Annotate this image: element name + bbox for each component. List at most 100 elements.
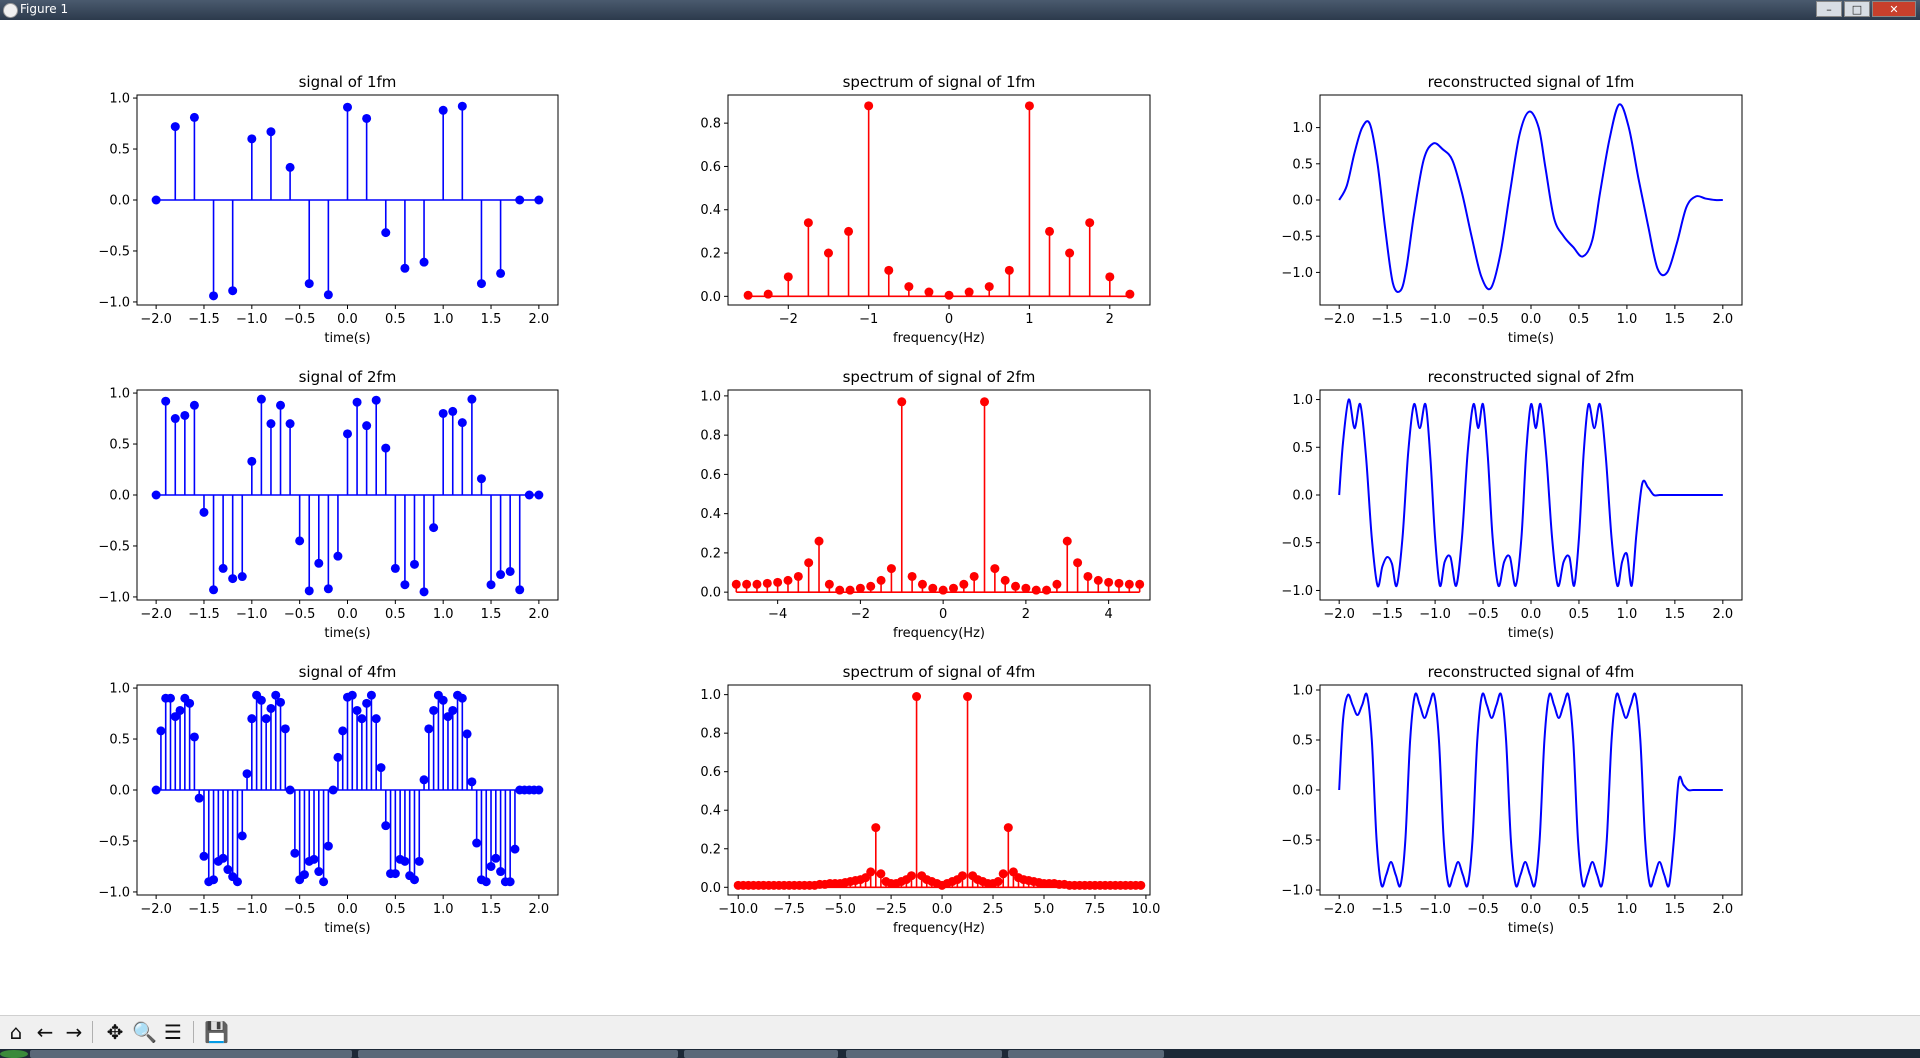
stem-marker — [866, 581, 876, 591]
stem-marker — [980, 397, 990, 407]
stem-marker — [366, 690, 376, 700]
x-tick-label: −1.5 — [1371, 902, 1403, 917]
home-button[interactable]: ⌂ — [9, 1020, 23, 1044]
stem-marker — [161, 396, 171, 406]
stem-marker — [472, 838, 482, 848]
stem-marker — [457, 101, 467, 111]
y-tick-label: 0.0 — [700, 881, 721, 896]
stem-marker — [189, 400, 199, 410]
window-controls: – □ ✕ — [1816, 1, 1916, 17]
subplot-7: signal of 4fm −2.0 −1.5 −1.0 −0.5 0.0 0.5 1.0 1.… — [98, 663, 559, 936]
stem-marker — [448, 406, 458, 416]
zoom-button[interactable]: 🔍 — [132, 1020, 157, 1044]
x-tick-label: 1.0 — [433, 607, 454, 622]
x-tick-label: −0.5 — [1467, 607, 1499, 622]
stem-marker — [505, 566, 515, 576]
stem-marker — [814, 536, 824, 546]
stem-marker — [165, 693, 175, 703]
stem-marker — [180, 410, 190, 420]
stem-marker — [170, 414, 180, 424]
forward-button[interactable]: → — [65, 1020, 83, 1044]
y-tick-label: 0.8 — [700, 429, 721, 444]
y-tick-label: −0.5 — [98, 539, 130, 554]
subplot-4: signal of 2fm −2.0 −1.5 −1.0 −0.5 0.0 0.5 1.0 1.… — [98, 368, 559, 641]
stem-marker — [1136, 880, 1146, 890]
stem-marker — [448, 705, 458, 715]
window-titlebar: Figure 1 – □ ✕ — [0, 0, 1920, 20]
stem-marker — [534, 195, 544, 205]
stem-marker — [486, 580, 496, 590]
stem-marker — [1124, 579, 1134, 589]
stem-marker — [886, 564, 896, 574]
x-tick-label: 2.0 — [1712, 312, 1733, 327]
y-tick-label: 0.5 — [109, 438, 130, 453]
stem-marker — [151, 490, 161, 500]
taskbar — [0, 1049, 1920, 1058]
stem-marker — [438, 105, 448, 115]
stem-marker — [438, 695, 448, 705]
x-tick-label: 1.5 — [481, 607, 502, 622]
app-icon — [3, 3, 18, 18]
stem-marker — [906, 871, 916, 881]
taskbar-item[interactable] — [1008, 1050, 1164, 1058]
x-tick-label: 1.5 — [1665, 312, 1686, 327]
start-button[interactable] — [0, 1050, 28, 1058]
stem-marker — [731, 579, 741, 589]
x-tick-label: −1.0 — [236, 607, 268, 622]
x-tick-label: −0.5 — [284, 607, 316, 622]
stem-marker — [189, 112, 199, 122]
stem-marker — [276, 697, 286, 707]
stem-marker — [783, 575, 793, 585]
x-tick-label: −2.0 — [1323, 902, 1355, 917]
stem-marker — [390, 563, 400, 573]
stem-marker — [1083, 571, 1093, 581]
stem-marker — [773, 577, 783, 587]
stem-marker — [256, 394, 266, 404]
x-axis-label: time(s) — [1508, 331, 1554, 346]
stem-marker — [476, 474, 486, 484]
axes-frame — [727, 389, 1151, 601]
taskbar-item[interactable] — [684, 1050, 838, 1058]
x-tick-label: 0.0 — [932, 902, 953, 917]
stem-marker — [371, 714, 381, 724]
subplot-2: spectrum of signal of 1fm −2 −1 0 1 2 0.0 0.2 0.… — [700, 73, 1151, 346]
x-tick-label: −2.0 — [1323, 312, 1355, 327]
minimize-button[interactable]: – — [1816, 1, 1842, 17]
configure-subplots-button[interactable]: ☰ — [164, 1020, 182, 1044]
axes-frame — [1319, 94, 1743, 306]
stem-marker — [743, 290, 753, 300]
y-tick-label: 0.2 — [700, 546, 721, 561]
stem-marker — [429, 523, 439, 533]
stem-marker — [1062, 536, 1072, 546]
x-tick-label: 1.0 — [433, 902, 454, 917]
stem-marker — [419, 587, 429, 597]
stem-marker — [1065, 248, 1075, 258]
x-tick-label: 1.0 — [1617, 607, 1638, 622]
x-tick-label: −0.5 — [284, 902, 316, 917]
x-tick-label: 1.5 — [1665, 902, 1686, 917]
x-tick-label: 0.5 — [385, 607, 406, 622]
chart-title: signal of 1fm — [299, 73, 397, 91]
close-button[interactable]: ✕ — [1872, 1, 1916, 17]
pan-button[interactable]: ✥ — [106, 1020, 124, 1044]
x-axis-label: time(s) — [324, 331, 370, 346]
stem-marker — [280, 724, 290, 734]
stem-marker — [362, 698, 372, 708]
stem-marker — [256, 695, 266, 705]
taskbar-item[interactable] — [358, 1050, 678, 1058]
toolbar-separator — [193, 1021, 194, 1043]
maximize-button[interactable]: □ — [1844, 1, 1870, 17]
stem-marker — [333, 551, 343, 561]
x-axis-label: frequency(Hz) — [893, 331, 985, 346]
x-tick-label: 2 — [1022, 607, 1030, 622]
save-button[interactable]: 💾 — [204, 1020, 229, 1044]
stem-marker — [1045, 226, 1055, 236]
x-tick-label: −1.5 — [1371, 607, 1403, 622]
stem-marker — [381, 228, 391, 238]
taskbar-item[interactable] — [30, 1050, 352, 1058]
stem-marker — [835, 585, 845, 595]
y-tick-label: 1.0 — [1292, 684, 1313, 699]
taskbar-item[interactable] — [846, 1050, 1002, 1058]
x-tick-label: 10.0 — [1131, 902, 1160, 917]
back-button[interactable]: ← — [36, 1020, 54, 1044]
